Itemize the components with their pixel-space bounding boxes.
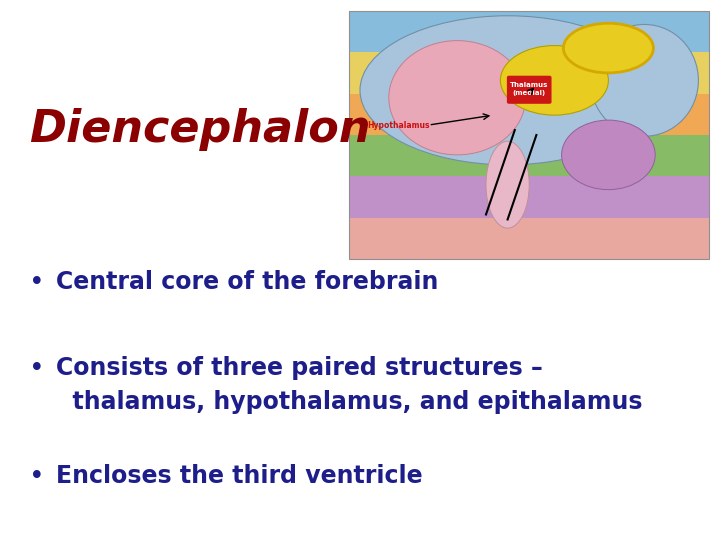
- Bar: [349, 135, 709, 177]
- Text: Central core of the forebrain: Central core of the forebrain: [56, 270, 438, 294]
- Ellipse shape: [590, 24, 698, 136]
- Text: Encloses the third ventricle: Encloses the third ventricle: [56, 464, 423, 488]
- Ellipse shape: [486, 141, 529, 228]
- Bar: [349, 177, 709, 218]
- Ellipse shape: [563, 23, 654, 73]
- Bar: [349, 218, 709, 259]
- Text: Consists of three paired structures –
  thalamus, hypothalamus, and epithalamus: Consists of three paired structures – th…: [56, 356, 643, 414]
- Text: Hypothalamus: Hypothalamus: [367, 120, 430, 130]
- Ellipse shape: [500, 45, 608, 115]
- Ellipse shape: [360, 16, 655, 165]
- Text: Diencephalon: Diencephalon: [29, 108, 370, 151]
- Text: •: •: [29, 270, 45, 296]
- Bar: [349, 52, 709, 93]
- Ellipse shape: [562, 120, 655, 190]
- Bar: [349, 11, 709, 52]
- Text: Thalamus
(medial): Thalamus (medial): [510, 83, 549, 96]
- FancyBboxPatch shape: [507, 76, 552, 104]
- Bar: [349, 93, 709, 135]
- Bar: [349, 11, 709, 259]
- Ellipse shape: [389, 40, 526, 155]
- Text: •: •: [29, 464, 45, 490]
- Text: •: •: [29, 356, 45, 382]
